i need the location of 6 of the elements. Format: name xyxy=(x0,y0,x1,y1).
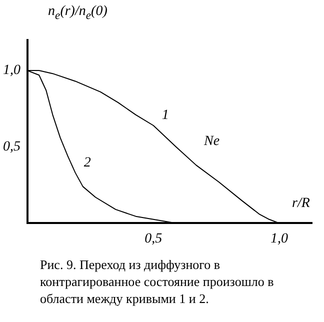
annotation: Ne xyxy=(204,134,220,150)
x-axis-title: r/R xyxy=(292,196,310,212)
series-label: 2 xyxy=(84,156,91,171)
y-axis-title: n$_{e}$(r)/n$_{e}$(0) xyxy=(48,4,108,22)
text: Рис. 9. Переход из диффузного в контрагированное состояние произошло в области между кривыми 1 и 2. xyxy=(40,256,275,307)
series-label: 1 xyxy=(162,108,169,124)
